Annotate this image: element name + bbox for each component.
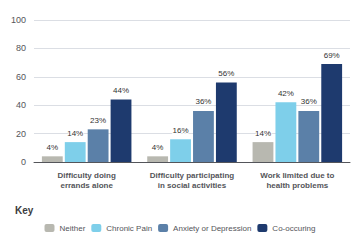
svg-text:42%: 42% xyxy=(278,89,294,98)
svg-text:Neither: Neither xyxy=(60,224,86,233)
svg-text:56%: 56% xyxy=(218,69,234,78)
svg-text:14%: 14% xyxy=(67,129,83,138)
svg-text:60: 60 xyxy=(16,72,26,82)
svg-text:Chronic Pain: Chronic Pain xyxy=(106,224,152,233)
svg-text:20: 20 xyxy=(16,129,26,139)
svg-text:69%: 69% xyxy=(324,51,340,60)
svg-text:Anxiety or Depression: Anxiety or Depression xyxy=(173,224,251,233)
svg-text:in social activities: in social activities xyxy=(158,181,227,190)
svg-text:23%: 23% xyxy=(90,116,106,125)
svg-text:health problems: health problems xyxy=(266,181,328,190)
svg-text:0: 0 xyxy=(21,157,26,167)
svg-text:Key: Key xyxy=(15,205,34,216)
svg-text:36%: 36% xyxy=(195,97,211,106)
svg-text:14%: 14% xyxy=(255,129,271,138)
svg-text:100: 100 xyxy=(11,15,26,25)
svg-text:36%: 36% xyxy=(301,97,317,106)
svg-text:Difficulty participating: Difficulty participating xyxy=(150,171,235,180)
svg-text:4%: 4% xyxy=(152,143,164,152)
svg-text:Difficulty doing: Difficulty doing xyxy=(58,171,116,180)
svg-text:Co-occuring: Co-occuring xyxy=(272,224,315,233)
svg-text:16%: 16% xyxy=(173,126,189,135)
svg-text:44%: 44% xyxy=(113,86,129,95)
svg-text:4%: 4% xyxy=(47,143,59,152)
svg-text:40: 40 xyxy=(16,100,26,110)
svg-text:errands alone: errands alone xyxy=(60,181,113,190)
svg-text:80: 80 xyxy=(16,43,26,53)
svg-text:Work limited due to: Work limited due to xyxy=(260,171,334,180)
